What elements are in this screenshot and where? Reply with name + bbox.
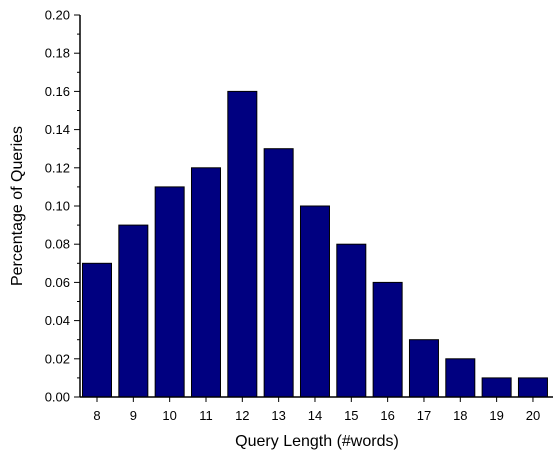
x-tick-label-18: 18 xyxy=(453,408,467,423)
x-tick-label-17: 17 xyxy=(417,408,431,423)
bar-11 xyxy=(190,167,221,398)
x-tick-label-15: 15 xyxy=(344,408,358,423)
bar-8 xyxy=(82,262,112,398)
bar-13 xyxy=(263,148,294,398)
y-tick-label-0.08: 0.08 xyxy=(45,237,70,252)
y-tick-label-0.16: 0.16 xyxy=(45,84,70,99)
y-tick-label-0.20: 0.20 xyxy=(45,8,70,23)
x-tick-label-19: 19 xyxy=(489,408,503,423)
bar-20 xyxy=(517,377,548,398)
y-tick-label-0.10: 0.10 xyxy=(45,199,70,214)
bar-9 xyxy=(118,224,149,398)
y-tick-label-0.12: 0.12 xyxy=(45,160,70,175)
y-tick-label-0.18: 0.18 xyxy=(45,46,70,61)
bar-12 xyxy=(227,90,258,398)
x-tick-label-11: 11 xyxy=(199,408,213,423)
bar-10 xyxy=(154,186,185,398)
y-tick-label-0.02: 0.02 xyxy=(45,351,70,366)
x-tick-label-12: 12 xyxy=(235,408,249,423)
x-ticks-group: 8 9 10 11 12 13 14 15 16 17 18 19 20 xyxy=(93,397,540,423)
bar-15 xyxy=(336,243,367,398)
y-tick-label-0.06: 0.06 xyxy=(45,275,70,290)
y-tick-label-0.04: 0.04 xyxy=(45,313,70,328)
bar-16 xyxy=(372,281,403,398)
y-tick-label-0.00: 0.00 xyxy=(45,390,70,405)
x-tick-label-16: 16 xyxy=(380,408,394,423)
x-tick-label-8: 8 xyxy=(93,408,100,423)
x-tick-label-10: 10 xyxy=(162,408,176,423)
y-axis-title: Percentage of Queries xyxy=(9,126,26,286)
x-tick-label-13: 13 xyxy=(271,408,285,423)
x-tick-label-20: 20 xyxy=(526,408,540,423)
bar-14 xyxy=(299,205,330,398)
x-tick-label-14: 14 xyxy=(308,408,322,423)
x-axis-title: Query Length (#words) xyxy=(235,433,399,450)
bar-19 xyxy=(481,377,512,398)
y-tick-label-0.14: 0.14 xyxy=(45,122,70,137)
bar-17 xyxy=(408,339,439,398)
bar-18 xyxy=(445,358,476,398)
bars-group xyxy=(82,90,548,398)
y-ticks-group: 0.00 0.02 0.04 0.06 0.08 0.10 0.12 0.14 0.16 0.18… xyxy=(45,8,80,405)
x-tick-label-9: 9 xyxy=(130,408,137,423)
